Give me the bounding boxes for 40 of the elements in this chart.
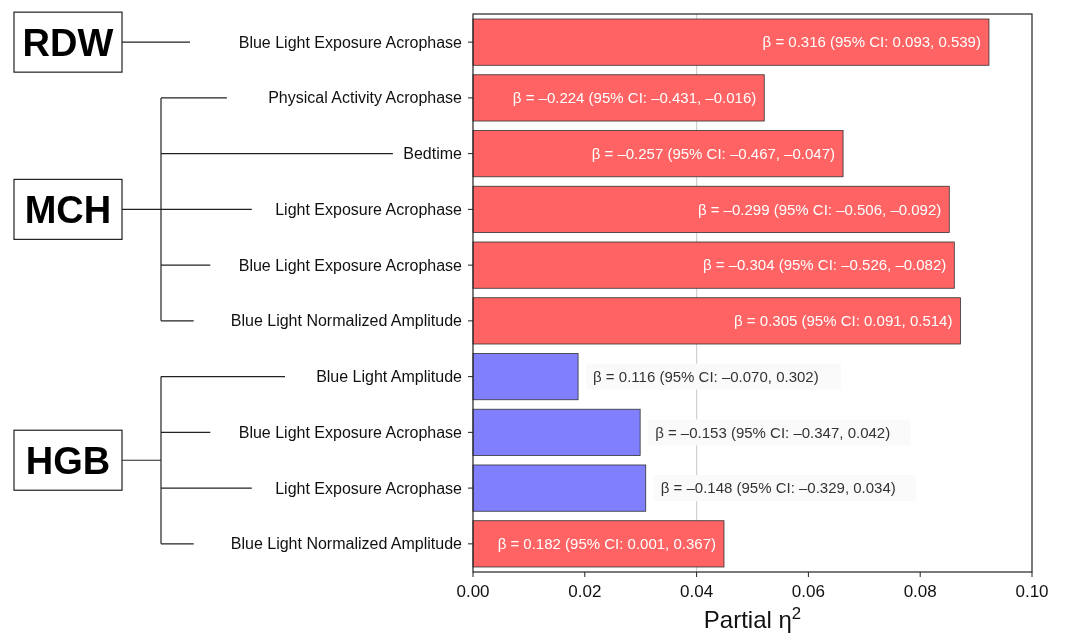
text: HGB (25, 439, 111, 482)
y-tick-label: Blue Light Amplitude (316, 368, 463, 386)
annotation: β = –0.153 (95% CI: –0.347, 0.042) (655, 423, 891, 441)
x-tick-label: 0.10 (1015, 582, 1049, 601)
y-tick-label: Blue Light Normalized Amplitude (230, 312, 463, 330)
bar (472, 241, 955, 289)
text: MCH (24, 189, 112, 232)
x-tick-label: 0.02 (568, 582, 602, 601)
x-axis-title: Partial η$^{2}$ (703, 603, 802, 633)
text: RDW (22, 21, 114, 64)
bar (472, 353, 579, 401)
y-tick-label: Blue Light Exposure Acrophase (238, 423, 463, 441)
x-tick-label: 0.06 (791, 582, 825, 601)
y-tick-label: Light Exposure Acrophase (275, 200, 463, 218)
y-tick-label: Bedtime (403, 145, 463, 163)
annotation: β = 0.116 (95% CI: –0.070, 0.302) (593, 367, 819, 385)
annotation: β = 0.316 (95% CI: 0.093, 0.539) (762, 33, 981, 51)
annotation: β = –0.224 (95% CI: –0.431, –0.016) (512, 89, 757, 107)
x-tick-label: 0.04 (680, 582, 714, 601)
y-tick-label: Light Exposure Acrophase (275, 479, 463, 497)
bar (472, 520, 725, 568)
annotation: β = –0.299 (95% CI: –0.506, –0.092) (697, 200, 942, 218)
y-tick-label: Physical Activity Acrophase (268, 89, 463, 107)
annotation: β = –0.257 (95% CI: –0.467, –0.047) (591, 144, 836, 162)
bar (472, 464, 647, 512)
bar (472, 74, 765, 122)
bar (472, 297, 961, 345)
x-tick-label: 0.08 (903, 582, 937, 601)
annotation: β = –0.148 (95% CI: –0.329, 0.034) (660, 479, 896, 497)
bar (472, 185, 950, 233)
bar (472, 130, 844, 178)
bar (472, 18, 990, 66)
x-tick-label: 0.00 (456, 582, 490, 601)
annotation: β = –0.304 (95% CI: –0.526, –0.082) (702, 256, 947, 274)
y-tick-label: Blue Light Normalized Amplitude (230, 535, 463, 553)
bar (472, 408, 641, 456)
y-tick-label: Blue Light Exposure Acrophase (238, 33, 463, 51)
y-tick-label: Blue Light Exposure Acrophase (238, 256, 463, 274)
annotation: β = 0.182 (95% CI: 0.001, 0.367) (497, 535, 716, 553)
annotation: β = 0.305 (95% CI: 0.091, 0.514) (734, 312, 953, 330)
